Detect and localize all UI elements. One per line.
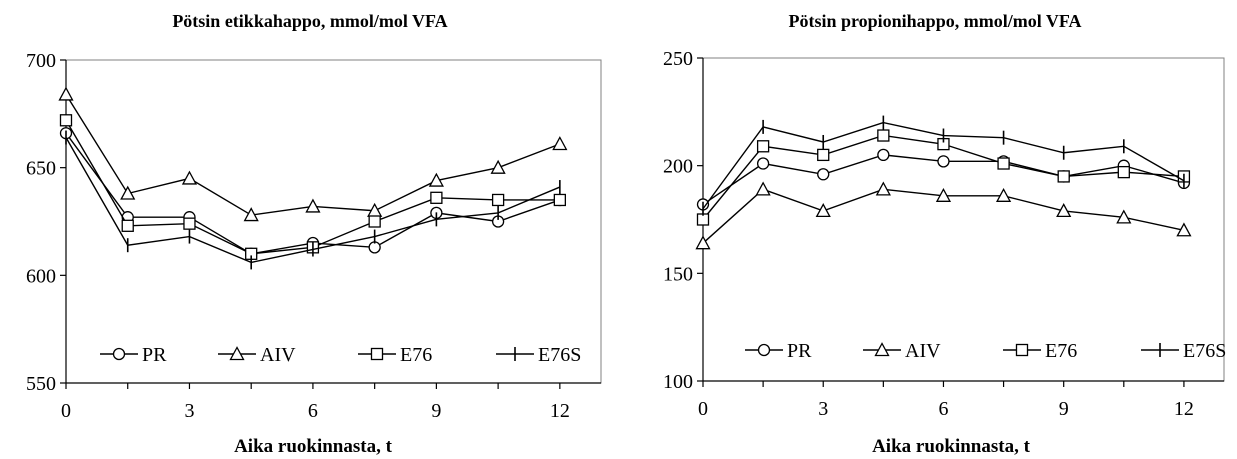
data-point-triangle-4 — [305, 198, 321, 213]
x-tick-label: 3 — [184, 400, 194, 422]
x-tick-label: 9 — [431, 400, 441, 422]
data-point-square-5 — [368, 215, 381, 228]
data-point-triangle-7 — [490, 159, 506, 174]
y-tick-label: 200 — [663, 156, 693, 178]
x-tick-label: 0 — [61, 400, 71, 422]
data-point-square-legend — [1015, 343, 1029, 357]
legend-label-aiv: AIV — [260, 344, 296, 366]
data-point-circle-legend — [757, 343, 771, 357]
chart-propionihappo: Pötsin propionihappo, mmol/mol VFA Aika … — [663, 11, 1226, 457]
data-point-square-0 — [59, 114, 73, 127]
series-line-e76 — [65, 119, 560, 255]
data-point-triangle-8 — [1176, 222, 1192, 237]
plot-area — [702, 57, 1225, 382]
data-point-square-2 — [183, 217, 196, 230]
data-point-triangle-legend — [874, 342, 890, 357]
series-e76 — [696, 129, 1191, 226]
data-point-square-2 — [817, 148, 830, 162]
y-tick-label: 650 — [26, 158, 56, 180]
x-tick-label: 9 — [1059, 398, 1069, 420]
y-tick-label: 150 — [663, 263, 693, 285]
y-tick-label: 250 — [663, 48, 693, 70]
series-e76s — [702, 115, 1185, 216]
data-point-triangle-1 — [755, 181, 771, 196]
legend-label-e76: E76 — [400, 344, 432, 366]
data-point-triangle-0 — [695, 235, 711, 250]
data-point-circle-1 — [756, 157, 770, 170]
chart-title: Pötsin etikkahappo, mmol/mol VFA — [172, 11, 447, 31]
legend: PR AIV E76 E76S — [745, 340, 1226, 362]
legend-label-pr: PR — [142, 344, 167, 366]
y-tick-label: 600 — [26, 265, 56, 287]
legend-label-e76s: E76S — [538, 344, 581, 366]
data-point-triangle-6 — [1056, 203, 1072, 218]
x-axis-label: Aika ruokinnasta, t — [872, 436, 1031, 457]
x-tick-label: 6 — [938, 398, 948, 420]
series-aiv — [695, 181, 1192, 250]
legend-label-pr: PR — [787, 340, 812, 362]
chart-etikkahappo: Pötsin etikkahappo, mmol/mol VFA Aika ru… — [26, 11, 602, 457]
x-tick-label: 12 — [1174, 398, 1194, 420]
y-tick-label: 100 — [663, 371, 693, 393]
data-point-circle-2 — [817, 168, 830, 181]
series-pr — [59, 127, 566, 260]
data-point-triangle-3 — [243, 207, 259, 222]
series-e76s — [65, 130, 561, 270]
data-point-square-7 — [491, 193, 505, 207]
data-point-triangle-1 — [120, 185, 136, 200]
series-aiv — [58, 86, 568, 222]
data-point-square-8 — [553, 193, 566, 207]
y-tick-label: 550 — [26, 373, 56, 395]
x-tick-label: 6 — [308, 400, 318, 422]
data-point-square-7 — [1117, 165, 1130, 179]
legend-label-e76s: E76S — [1183, 340, 1226, 362]
data-point-square-5 — [997, 157, 1010, 170]
data-point-circle-legend — [112, 347, 126, 361]
data-point-square-legend — [370, 347, 384, 361]
data-point-circle-4 — [937, 155, 950, 168]
data-point-circle-3 — [877, 148, 890, 162]
x-axis-label: Aika ruokinnasta, t — [234, 436, 393, 457]
legend-label-e76: E76 — [1045, 340, 1077, 362]
data-point-triangle-8 — [552, 136, 568, 151]
data-point-triangle-3 — [875, 181, 891, 196]
data-point-square-6 — [1057, 170, 1070, 183]
series-line-pr — [65, 132, 561, 255]
legend: PR AIV E76 E76S — [100, 344, 581, 366]
x-tick-label: 3 — [818, 398, 828, 420]
data-point-square-1 — [121, 219, 134, 232]
data-point-triangle-0 — [58, 86, 74, 101]
series-line-aiv — [65, 94, 561, 216]
data-point-triangle-2 — [815, 203, 831, 218]
data-point-triangle-5 — [995, 187, 1012, 202]
chart-title: Pötsin propionihappo, mmol/mol VFA — [788, 11, 1081, 31]
data-point-triangle-4 — [935, 187, 952, 202]
data-point-square-6 — [430, 191, 443, 204]
data-point-square-1 — [756, 140, 770, 153]
legend-label-aiv: AIV — [905, 340, 941, 362]
data-point-triangle-7 — [1116, 209, 1132, 224]
data-point-triangle-6 — [428, 172, 444, 187]
data-point-square-3 — [877, 129, 890, 142]
x-tick-label: 0 — [698, 398, 708, 420]
plot-area — [65, 59, 602, 384]
data-point-triangle-2 — [181, 170, 198, 185]
y-tick-label: 700 — [26, 50, 56, 72]
data-point-triangle-legend — [229, 346, 245, 361]
x-tick-label: 12 — [550, 400, 570, 422]
